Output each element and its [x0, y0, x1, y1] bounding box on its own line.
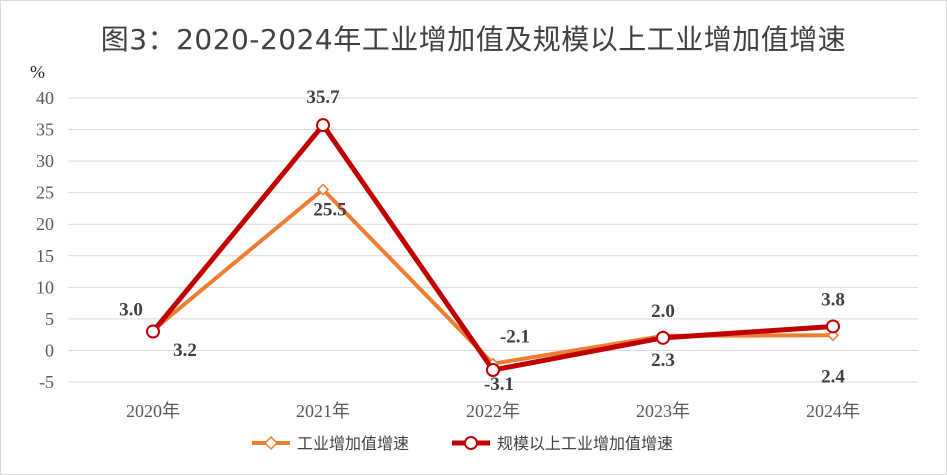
legend-marker [263, 435, 279, 451]
y-tick-label: 40 [36, 88, 54, 108]
data-label: 3.2 [173, 340, 197, 361]
data-point [316, 118, 330, 133]
data-label: 2.0 [651, 301, 675, 322]
data-label: -3.1 [484, 374, 514, 395]
y-axis-unit: % [30, 62, 45, 82]
y-tick-label: 10 [36, 277, 54, 297]
y-tick-label: 30 [36, 151, 54, 171]
y-tick-label: 25 [36, 183, 54, 203]
y-tick-label: 0 [45, 340, 54, 360]
x-tick-label: 2020年 [126, 401, 180, 421]
legend-marker [464, 436, 478, 450]
data-label: 25.5 [313, 200, 346, 221]
y-tick-label: -5 [39, 372, 54, 392]
series-line [151, 187, 834, 366]
x-tick-label: 2021年 [296, 401, 350, 421]
legend-label: 工业增加值增速 [297, 434, 409, 453]
x-tick-label: 2023年 [636, 401, 690, 421]
y-tick-label: 35 [36, 120, 54, 140]
data-point [826, 319, 840, 334]
data-label: 2.3 [651, 350, 675, 371]
data-label: 2.4 [821, 366, 845, 387]
data-point [486, 363, 500, 378]
y-tick-label: 15 [36, 246, 54, 266]
data-label: 3.0 [119, 300, 143, 321]
x-tick-label: 2024年 [806, 401, 860, 421]
data-point [146, 324, 160, 339]
data-point [316, 183, 330, 196]
data-point [656, 330, 670, 345]
chart-title: 图3：2020-2024年工业增加值及规模以上工业增加值增速 [100, 23, 847, 56]
data-label: 3.8 [821, 289, 845, 310]
y-tick-label: 5 [45, 309, 54, 329]
data-label: 35.7 [306, 87, 340, 108]
y-tick-label: 20 [36, 214, 54, 234]
x-tick-label: 2022年 [466, 401, 520, 421]
legend-label: 规模以上工业增加值增速 [497, 434, 673, 453]
data-label: -2.1 [500, 327, 530, 348]
